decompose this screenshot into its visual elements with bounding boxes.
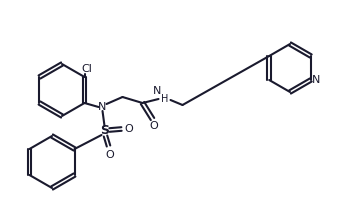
Text: N: N — [312, 75, 320, 85]
Text: Cl: Cl — [81, 64, 92, 74]
Text: H: H — [161, 94, 168, 104]
Text: O: O — [105, 150, 114, 160]
Text: S: S — [100, 124, 109, 138]
Text: O: O — [149, 121, 158, 131]
Text: N: N — [98, 102, 107, 112]
Text: O: O — [124, 124, 133, 134]
Text: N: N — [153, 86, 162, 96]
